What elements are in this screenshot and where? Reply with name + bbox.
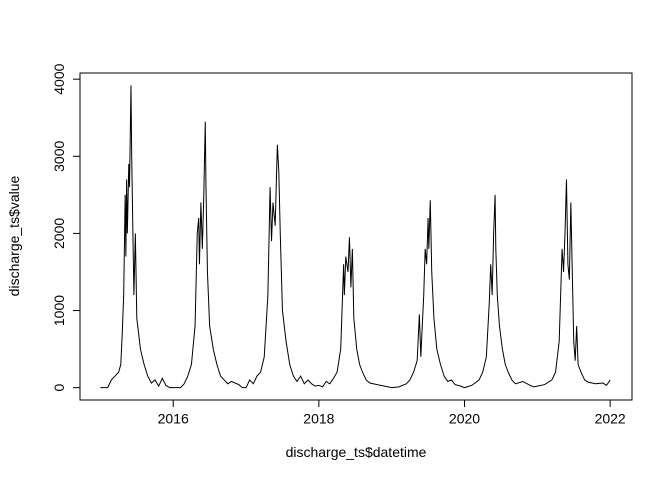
y-axis-label: discharge_ts$value — [6, 175, 22, 296]
plot-box — [79, 72, 633, 401]
x-tick-label: 2018 — [303, 411, 334, 427]
series-line — [100, 85, 611, 389]
y-tick-label: 1000 — [51, 295, 67, 326]
y-tick-label: 3000 — [51, 141, 67, 172]
x-tick-label: 2022 — [595, 411, 626, 427]
y-tick-label: 2000 — [51, 218, 67, 249]
y-tick-label: 0 — [51, 384, 67, 392]
x-axis-label: discharge_ts$datetime — [286, 444, 427, 460]
x-tick-label: 2016 — [158, 411, 189, 427]
x-tick-label: 2020 — [449, 411, 480, 427]
y-tick-label: 4000 — [51, 63, 67, 94]
